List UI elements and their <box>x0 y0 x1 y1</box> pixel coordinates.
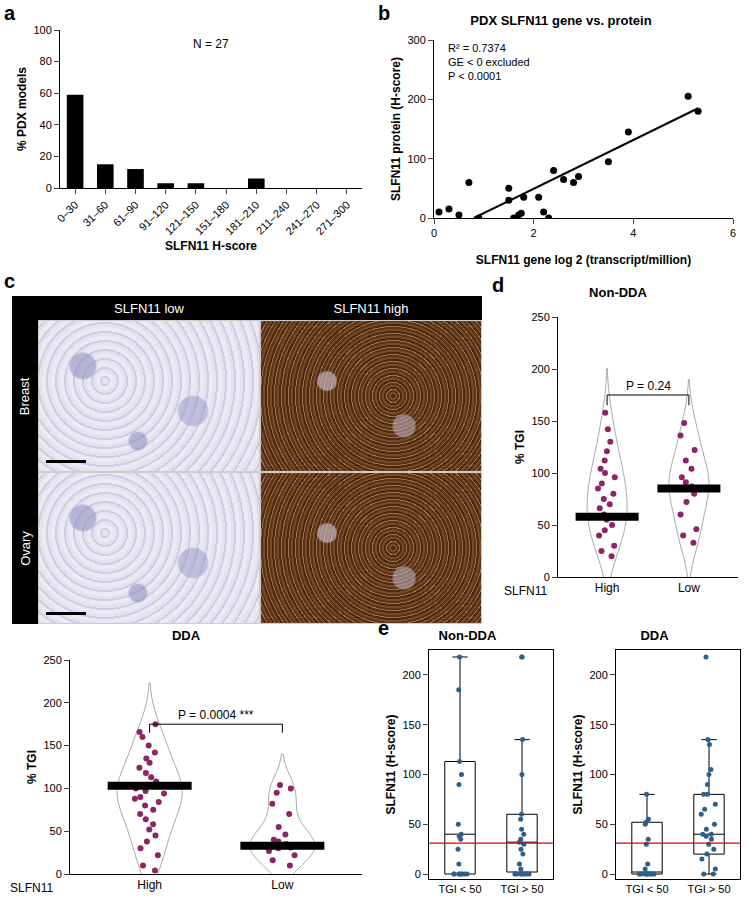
svg-text:211–240: 211–240 <box>254 199 292 237</box>
html-text:Ovary: Ovary <box>17 530 33 566</box>
svg-text:Low: Low <box>271 878 293 892</box>
svg-text:TGI < 50: TGI < 50 <box>625 883 668 895</box>
svg-text:0: 0 <box>602 868 608 880</box>
svg-text:300: 300 <box>407 34 425 46</box>
svg-text:SLFN11: SLFN11 <box>10 881 53 895</box>
svg-text:TGI > 50: TGI > 50 <box>500 883 543 895</box>
svg-text:% PDX models: % PDX models <box>15 67 29 151</box>
svg-text:91–120: 91–120 <box>137 199 171 233</box>
svg-text:250: 250 <box>531 311 549 323</box>
svg-text:200: 200 <box>531 363 549 375</box>
html-text:e: e <box>378 617 390 639</box>
svg-text:100: 100 <box>43 782 61 794</box>
svg-text:TGI < 50: TGI < 50 <box>438 883 481 895</box>
svg-text:150: 150 <box>589 719 607 731</box>
svg-text:Non-DDA: Non-DDA <box>589 285 647 300</box>
svg-text:GE < 0 excluded: GE < 0 excluded <box>448 56 530 68</box>
html-text:d: d <box>492 274 505 296</box>
svg-text:Low: Low <box>678 581 700 595</box>
svg-text:181–210: 181–210 <box>223 199 262 238</box>
html-text:SLFN11 low: SLFN11 low <box>114 300 184 316</box>
svg-text:DDA: DDA <box>172 628 201 643</box>
html-text:SLFN11 high: SLFN11 high <box>333 300 409 316</box>
svg-text:0: 0 <box>46 182 52 194</box>
svg-text:Non-DDA: Non-DDA <box>439 628 497 643</box>
svg-text:% TGI: % TGI <box>25 750 39 784</box>
svg-text:50: 50 <box>596 818 608 830</box>
svg-text:TGI > 50: TGI > 50 <box>687 883 730 895</box>
svg-text:High: High <box>595 581 620 595</box>
svg-text:200: 200 <box>43 697 61 709</box>
svg-text:DDA: DDA <box>640 628 669 643</box>
svg-text:0: 0 <box>431 227 437 239</box>
svg-text:200: 200 <box>407 93 425 105</box>
svg-text:0: 0 <box>56 868 62 880</box>
svg-text:% TGI: % TGI <box>513 430 527 464</box>
svg-text:SLFN11 (H-score): SLFN11 (H-score) <box>384 714 398 814</box>
svg-text:High: High <box>137 878 162 892</box>
svg-text:P = 0.24: P = 0.24 <box>626 379 671 393</box>
svg-text:SLFN11 (H-score): SLFN11 (H-score) <box>571 714 585 814</box>
svg-text:SLFN11: SLFN11 <box>504 584 547 598</box>
svg-text:150: 150 <box>402 719 420 731</box>
html-text:Breast: Breast <box>17 377 33 415</box>
svg-text:SLFN11 gene log 2 (transcript/: SLFN11 gene log 2 (transcript/million) <box>476 253 691 267</box>
html-text:a: a <box>4 2 16 24</box>
svg-text:100: 100 <box>33 24 51 36</box>
svg-text:271–300: 271–300 <box>313 199 352 238</box>
svg-text:150: 150 <box>531 415 549 427</box>
svg-text:0: 0 <box>544 571 550 583</box>
svg-text:150: 150 <box>43 739 61 751</box>
svg-text:SLFN11 H-score: SLFN11 H-score <box>165 239 257 253</box>
html-text:c: c <box>4 270 16 292</box>
svg-text:0–30: 0–30 <box>55 199 81 225</box>
html-text:b: b <box>378 2 391 24</box>
svg-text:P < 0.0001: P < 0.0001 <box>448 70 501 82</box>
svg-text:R² = 0.7374: R² = 0.7374 <box>448 42 506 54</box>
svg-text:20: 20 <box>40 150 52 162</box>
svg-text:200: 200 <box>402 669 420 681</box>
svg-text:31–60: 31–60 <box>80 199 110 229</box>
svg-text:61–90: 61–90 <box>111 199 141 229</box>
svg-text:100: 100 <box>589 768 607 780</box>
svg-text:241–270: 241–270 <box>283 199 322 238</box>
svg-text:PDX SLFN11 gene vs. protein: PDX SLFN11 gene vs. protein <box>470 13 651 28</box>
svg-text:4: 4 <box>630 227 636 239</box>
svg-text:250: 250 <box>43 654 61 666</box>
svg-text:50: 50 <box>409 818 421 830</box>
svg-text:200: 200 <box>589 669 607 681</box>
svg-text:100: 100 <box>531 467 549 479</box>
svg-text:2: 2 <box>531 227 537 239</box>
svg-text:SLFN11 protein (H-score): SLFN11 protein (H-score) <box>389 57 403 201</box>
svg-text:P = 0.0004 ***: P = 0.0004 *** <box>178 708 254 722</box>
svg-text:0: 0 <box>415 868 421 880</box>
svg-text:100: 100 <box>407 153 425 165</box>
svg-text:0: 0 <box>420 212 426 224</box>
svg-text:50: 50 <box>50 825 62 837</box>
svg-text:40: 40 <box>40 119 52 131</box>
svg-text:N = 27: N = 27 <box>193 37 229 51</box>
svg-text:100: 100 <box>402 768 420 780</box>
svg-text:151–180: 151–180 <box>193 199 232 238</box>
svg-text:80: 80 <box>40 55 52 67</box>
svg-text:60: 60 <box>40 87 52 99</box>
svg-text:121–150: 121–150 <box>162 199 201 238</box>
svg-text:50: 50 <box>538 519 550 531</box>
svg-text:6: 6 <box>730 227 736 239</box>
